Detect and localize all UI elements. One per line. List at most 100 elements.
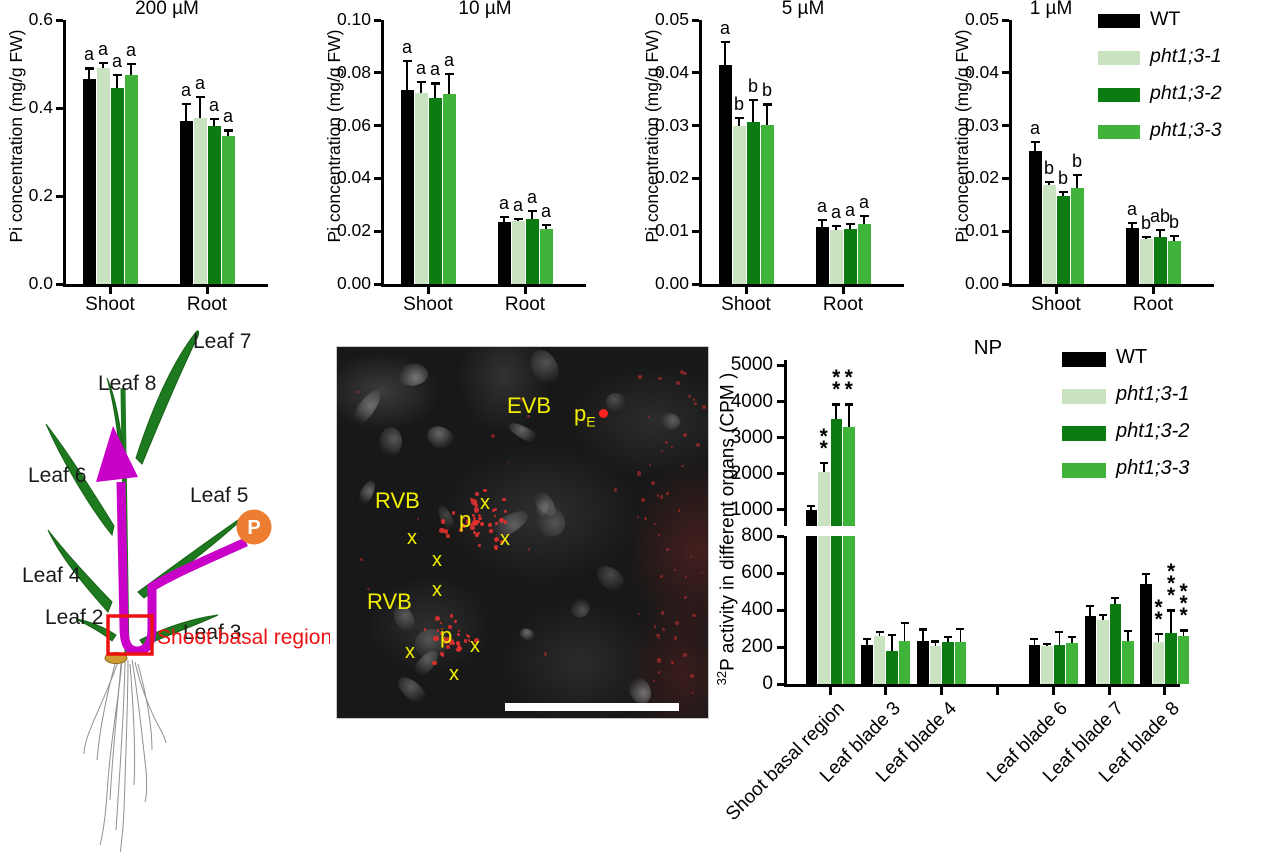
legend-label: WT <box>1116 346 1148 368</box>
np-activity-chart: 32P activity in different organs (CPM ) … <box>710 330 1269 852</box>
error-bar <box>1062 191 1064 196</box>
bar-pht1;3-2 <box>110 88 124 284</box>
fluorescence-speckle <box>649 464 651 466</box>
legend-label: pht1;3-3 <box>1116 457 1190 479</box>
pi-chart-5um: 5 µM Pi concentration (mg/g FW) 0.00 0.01 0.… <box>638 0 946 332</box>
leaf-3-label: Leaf 3 <box>183 621 241 644</box>
legend-swatch <box>1062 352 1106 367</box>
fluorescence-speckle <box>683 595 687 600</box>
error-bar-cap <box>112 74 122 77</box>
cell-blob <box>605 393 626 411</box>
x-tick <box>940 687 944 695</box>
bar-pht1;3-1 <box>96 68 110 284</box>
bar-WT <box>400 89 414 284</box>
error-bar-cap <box>430 82 440 85</box>
fluorescence-speckle <box>671 445 674 448</box>
error-bar <box>88 68 90 80</box>
xylem-mark: x <box>480 492 490 514</box>
fluorescence-speckle <box>367 587 370 590</box>
bar-WT <box>718 64 732 284</box>
fluorescence-speckle <box>520 398 524 401</box>
error-bar <box>185 103 187 122</box>
y-tick <box>56 106 63 110</box>
error-bar-cap <box>527 209 537 213</box>
fluorescence-speckle <box>483 488 487 493</box>
significance-letter: a <box>208 95 219 115</box>
fluorescence-speckle <box>416 517 419 520</box>
y-tick-label: 0.04 <box>964 61 999 82</box>
xylem-mark: x <box>407 527 417 549</box>
y-tick <box>374 18 381 22</box>
significance-letter: ab <box>1149 206 1171 227</box>
legend-swatch <box>1098 51 1140 65</box>
error-bar-cap <box>1127 222 1137 225</box>
legend-label: pht1;3-2 <box>1116 420 1190 442</box>
fluorescence-speckle <box>456 646 462 653</box>
error-bar <box>752 99 754 122</box>
x-tick <box>523 287 527 294</box>
error-bar-cap <box>1030 140 1040 144</box>
y-tick-label: 0.00 <box>964 273 999 293</box>
fluorescence-speckle <box>499 517 504 523</box>
y-tick-label: 0.2 <box>28 185 53 205</box>
xylem-mark: x <box>432 579 442 601</box>
error-bar-cap <box>817 219 827 222</box>
pe-label: pE <box>574 401 596 430</box>
fluorescence-speckle <box>669 376 672 379</box>
bar-pht1;3-2 <box>428 97 442 284</box>
fluorescence-speckle <box>502 497 506 502</box>
bar-pht1;3-3 <box>954 642 967 684</box>
bar-WT-upper <box>805 509 817 526</box>
error-bar-cap <box>900 621 909 625</box>
fluorescence-speckle <box>454 620 458 624</box>
fluorescence-speckle <box>433 636 439 642</box>
lower-y-axis-line <box>784 536 787 687</box>
fluorescence-speckle <box>474 507 480 513</box>
error-bar-cap <box>1058 190 1068 193</box>
fluorescence-speckle <box>448 624 453 629</box>
legend-swatch <box>1062 426 1106 441</box>
bar-WT <box>917 641 929 684</box>
fluorescence-speckle <box>682 653 687 658</box>
fluorescence-speckle <box>451 511 456 515</box>
fluorescence-speckle <box>458 527 464 533</box>
fluorescence-speckle <box>445 637 451 642</box>
roots <box>83 659 167 852</box>
error-bar-cap <box>1123 629 1132 633</box>
y-axis-line <box>63 20 66 287</box>
fluorescence-speckle <box>469 497 473 501</box>
y-tick-label: 0 <box>762 673 773 694</box>
fluorescence-speckle <box>478 513 482 517</box>
bar-pht1;3-2 <box>942 641 954 684</box>
fluorescence-speckle <box>474 638 480 643</box>
x-tick <box>884 687 888 695</box>
fluorescence-speckle <box>472 513 475 517</box>
y-tick-label: 0.10 <box>336 9 371 29</box>
x-tick <box>1163 687 1167 695</box>
error-bar <box>1170 610 1172 633</box>
x-tick <box>1051 687 1055 695</box>
error-bar-cap <box>720 41 730 44</box>
error-bar <box>116 75 118 89</box>
fluorescence-speckle <box>499 540 505 545</box>
fluorescence-speckle <box>456 632 460 636</box>
bar-WT <box>1084 616 1096 684</box>
cell-blob <box>568 596 591 619</box>
x-tick <box>1107 687 1111 695</box>
leaf-3-shape <box>139 614 219 647</box>
error-bar <box>1173 235 1175 241</box>
error-bar <box>1101 614 1104 621</box>
y-tick-label: 0.4 <box>28 97 53 117</box>
legend-label: pht1;3-1 <box>1150 45 1222 67</box>
error-bar-cap <box>541 223 551 226</box>
fluorescence-speckle <box>653 523 656 526</box>
significance-letter: a <box>1029 117 1040 138</box>
fluorescence-speckle <box>469 523 474 528</box>
fluorescence-speckle <box>493 514 497 517</box>
bar-pht1;3-3 <box>221 135 235 284</box>
bar-WT <box>805 536 817 684</box>
y-axis-label: Pi concentration (mg/g FW) <box>6 29 26 243</box>
scale-bar <box>505 703 679 711</box>
chart-title: 200 µM <box>135 0 199 19</box>
fluorescence-speckle <box>443 529 449 534</box>
